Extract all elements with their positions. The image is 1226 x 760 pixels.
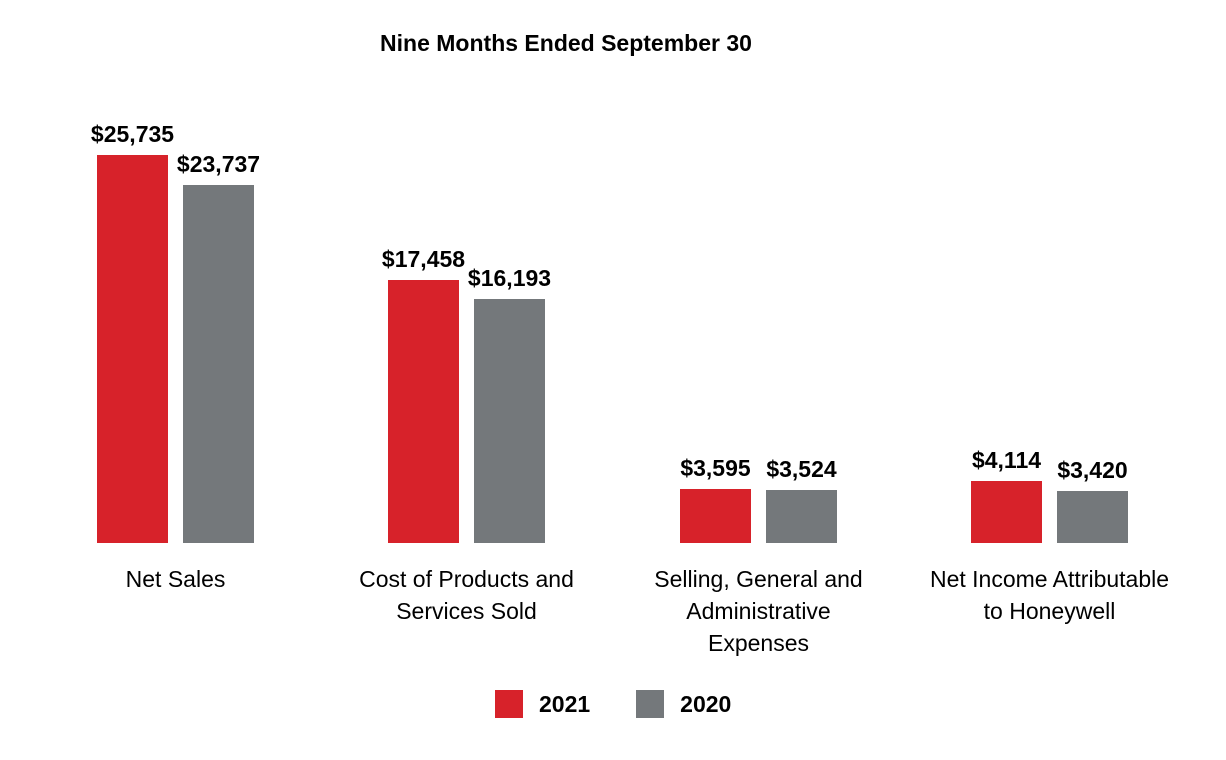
bar-2021 bbox=[680, 489, 751, 543]
bar-2021 bbox=[388, 280, 459, 543]
category-label: Selling, General and Administrative Expe… bbox=[654, 566, 863, 656]
bar-2021 bbox=[971, 481, 1042, 543]
value-label-2021: $4,114 bbox=[971, 447, 1042, 473]
bar-2020 bbox=[474, 299, 545, 543]
bar-2021 bbox=[97, 155, 168, 543]
chart-title: Nine Months Ended September 30 bbox=[380, 30, 752, 56]
value-label-2020: $3,420 bbox=[1057, 457, 1128, 483]
category-label: Net Income Attributable to Honeywell bbox=[929, 566, 1170, 624]
legend: 2021 2020 bbox=[495, 690, 731, 718]
bar-2020 bbox=[1057, 491, 1128, 543]
legend-label-2021: 2021 bbox=[539, 691, 591, 717]
value-label-2020: $3,524 bbox=[766, 456, 837, 482]
bar-2020 bbox=[183, 185, 254, 543]
category-label: Cost of Products and Services Sold bbox=[359, 566, 574, 624]
category-label: Net Sales bbox=[125, 566, 226, 592]
value-label-2020: $16,193 bbox=[467, 265, 552, 291]
bar-2020 bbox=[766, 490, 837, 543]
legend-swatch-2020-icon bbox=[636, 690, 665, 718]
legend-item-2020: 2020 bbox=[636, 690, 731, 718]
legend-item-2021: 2021 bbox=[495, 690, 590, 718]
value-label-2021: $25,735 bbox=[90, 121, 175, 147]
legend-label-2020: 2020 bbox=[680, 691, 732, 717]
value-label-2021: $3,595 bbox=[680, 455, 751, 481]
value-label-2020: $23,737 bbox=[176, 151, 261, 177]
legend-swatch-2021-icon bbox=[495, 690, 523, 718]
value-label-2021: $17,458 bbox=[381, 246, 466, 272]
